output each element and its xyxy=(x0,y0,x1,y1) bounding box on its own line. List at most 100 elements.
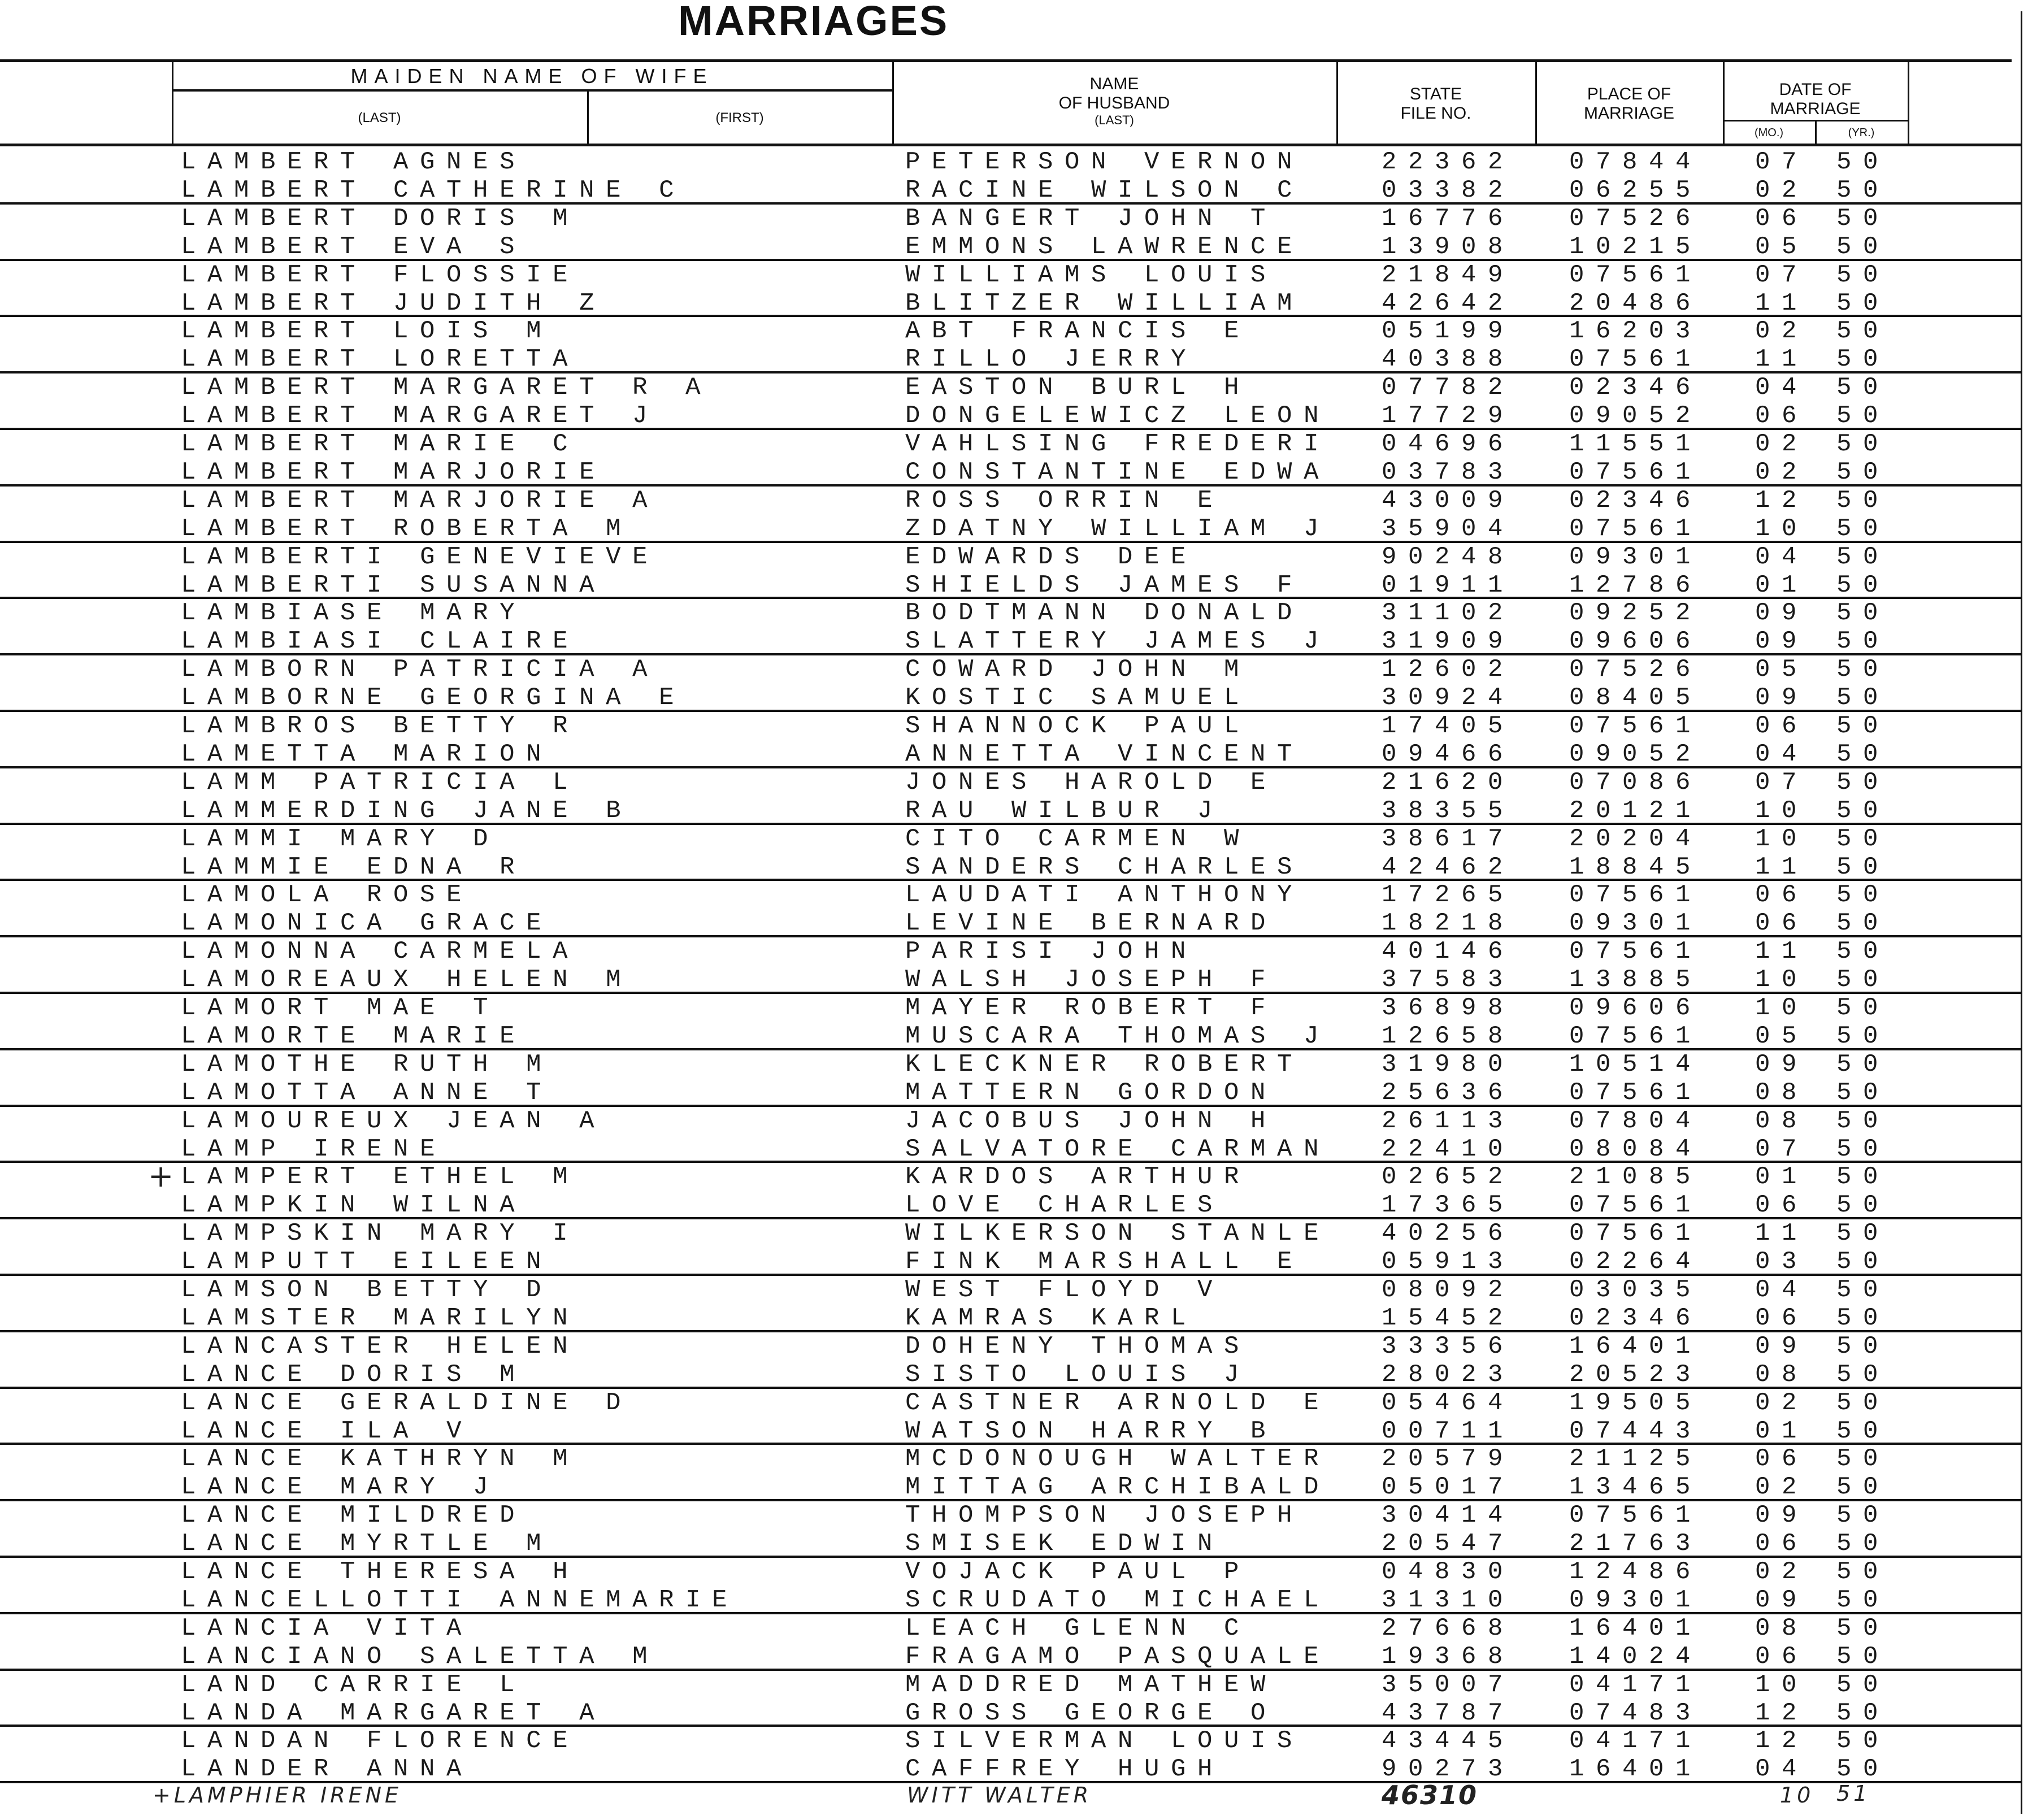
wife-last-name: LAMBERT xyxy=(181,148,367,176)
place-of-marriage: 07086 xyxy=(1569,768,1703,797)
marriage-year: 50 xyxy=(1836,599,1890,628)
husband-name: KOSTIC SAMUEL xyxy=(905,684,1251,713)
state-file-no: 05464 xyxy=(1382,1388,1515,1417)
marriage-month: 06 xyxy=(1755,1530,1809,1558)
marriage-year: 50 xyxy=(1836,796,1890,825)
marriage-year: 50 xyxy=(1836,1388,1890,1417)
wife-name: LAMBERT ROBERTA M xyxy=(181,515,632,543)
wife-name: LANCE MYRTLE M xyxy=(181,1530,553,1558)
row-pair-rule xyxy=(0,1104,2021,1107)
place-of-marriage: 20523 xyxy=(1569,1360,1703,1389)
marriage-year: 50 xyxy=(1836,317,1890,346)
marriage-month: 02 xyxy=(1755,430,1809,458)
place-of-marriage: 16401 xyxy=(1569,1755,1703,1784)
row-pair-rule xyxy=(0,935,2021,938)
husband-name: EMMONS LAWRENCE xyxy=(905,232,1304,261)
husband-name: SCRUDATO MICHAEL xyxy=(905,1586,1331,1614)
marriage-month: 09 xyxy=(1755,599,1809,628)
wife-first-name: HELEN M xyxy=(446,966,633,994)
marriage-month: 02 xyxy=(1755,1473,1809,1502)
place-of-marriage: 07561 xyxy=(1569,458,1703,487)
wife-first-name: ROBERTA M xyxy=(393,514,633,543)
wife-name: LAMBERT CATHERINE C xyxy=(181,176,685,205)
wife-first-name: GEORGINA E xyxy=(420,684,686,713)
marriage-month: 02 xyxy=(1755,458,1809,487)
state-file-no: 02652 xyxy=(1382,1163,1515,1192)
wife-name: LANCE MILDRED xyxy=(181,1501,526,1530)
state-file-no: 20547 xyxy=(1382,1530,1515,1558)
wife-last-name: LAND xyxy=(181,1670,288,1699)
col-divider xyxy=(1815,121,1817,145)
husband-name: MUSCARA THOMAS J xyxy=(905,1022,1331,1050)
header-maiden-name: MAIDEN NAME OF WIFE xyxy=(350,64,714,88)
marriage-year: 50 xyxy=(1836,853,1890,881)
row-pair-rule xyxy=(0,879,2021,881)
husband-name: LEACH GLENN C xyxy=(905,1614,1251,1643)
wife-last-name: LAMP xyxy=(181,1135,288,1163)
marriage-year: 50 xyxy=(1836,486,1890,515)
place-of-marriage: 10514 xyxy=(1569,1050,1703,1079)
state-file-no: 40256 xyxy=(1382,1219,1515,1248)
marriage-month: 04 xyxy=(1755,373,1809,402)
wife-first-name: MARIE C xyxy=(393,430,580,458)
marriage-month: 11 xyxy=(1755,1219,1809,1248)
wife-last-name: LAMBERT xyxy=(181,430,367,458)
marriage-year: 50 xyxy=(1836,1360,1890,1389)
marriage-month: 01 xyxy=(1755,571,1809,600)
state-file-no: 22410 xyxy=(1382,1135,1515,1163)
wife-last-name: LANCE xyxy=(181,1445,314,1474)
place-of-marriage: 07526 xyxy=(1569,655,1703,684)
col-divider xyxy=(587,90,589,145)
wife-first-name: MARGARET R A xyxy=(393,373,713,402)
place-of-marriage: 10215 xyxy=(1569,232,1703,261)
wife-last-name: LAMMERDING xyxy=(181,796,447,825)
header-husband-line2: OF HUSBAND xyxy=(1058,94,1170,112)
place-of-marriage: 07804 xyxy=(1569,1106,1703,1135)
state-file-no: 19368 xyxy=(1382,1642,1515,1671)
state-file-no: 30414 xyxy=(1382,1501,1515,1530)
state-file-no: 40388 xyxy=(1382,345,1515,374)
wife-name: LAMOLA ROSE xyxy=(181,881,473,909)
handwritten-yr: 51 xyxy=(1836,1781,1871,1806)
wife-first-name: MARJORIE A xyxy=(393,486,659,515)
wife-last-name: LAMBERT xyxy=(181,345,367,374)
marriage-year: 50 xyxy=(1836,1642,1890,1671)
wife-name: LAMMIE EDNA R xyxy=(181,853,526,881)
marriage-month: 06 xyxy=(1755,1642,1809,1671)
husband-name: LOVE CHARLES xyxy=(905,1191,1224,1220)
wife-first-name: DORIS M xyxy=(340,1360,527,1389)
wife-name: LAMMI MARY D xyxy=(181,825,500,853)
wife-name: LAND CARRIE L xyxy=(181,1671,526,1699)
place-of-marriage: 07443 xyxy=(1569,1417,1703,1445)
state-file-no: 35904 xyxy=(1382,514,1515,543)
husband-name: MADDRED MATHEW xyxy=(905,1670,1278,1699)
col-divider xyxy=(892,61,894,145)
state-file-no: 33356 xyxy=(1382,1332,1515,1361)
marriage-year: 50 xyxy=(1836,909,1890,938)
wife-last-name: LANDAN xyxy=(181,1727,341,1756)
state-file-no: 26113 xyxy=(1382,1106,1515,1135)
marriage-year: 50 xyxy=(1836,345,1890,374)
marriage-month: 08 xyxy=(1755,1078,1809,1107)
wife-name: LANDAN FLORENCE xyxy=(181,1727,579,1755)
place-of-marriage: 07561 xyxy=(1569,514,1703,543)
husband-name: PETERSON VERNON xyxy=(905,148,1304,176)
husband-name: PARISI JOHN xyxy=(905,937,1198,966)
wife-first-name: MARIE xyxy=(393,1022,527,1050)
marriage-month: 11 xyxy=(1755,937,1809,966)
wife-name: LAMOUREUX JEAN A xyxy=(181,1107,606,1135)
place-of-marriage: 12786 xyxy=(1569,571,1703,600)
header-husband-line3: (LAST) xyxy=(1095,113,1134,127)
marriage-month: 11 xyxy=(1755,345,1809,374)
state-file-no: 90273 xyxy=(1382,1755,1515,1784)
husband-name: BANGERT JOHN T xyxy=(905,204,1278,233)
wife-first-name: CLAIRE xyxy=(420,627,580,656)
marriage-month: 10 xyxy=(1755,994,1809,1022)
row-pair-rule xyxy=(0,1611,2021,1614)
marriage-month: 06 xyxy=(1755,204,1809,233)
place-of-marriage: 07526 xyxy=(1569,204,1703,233)
state-file-no: 17265 xyxy=(1382,881,1515,910)
place-of-marriage: 19505 xyxy=(1569,1388,1703,1417)
husband-name: VAHLSING FREDERI xyxy=(905,430,1331,458)
husband-name: WEST FLOYD V xyxy=(905,1276,1224,1304)
